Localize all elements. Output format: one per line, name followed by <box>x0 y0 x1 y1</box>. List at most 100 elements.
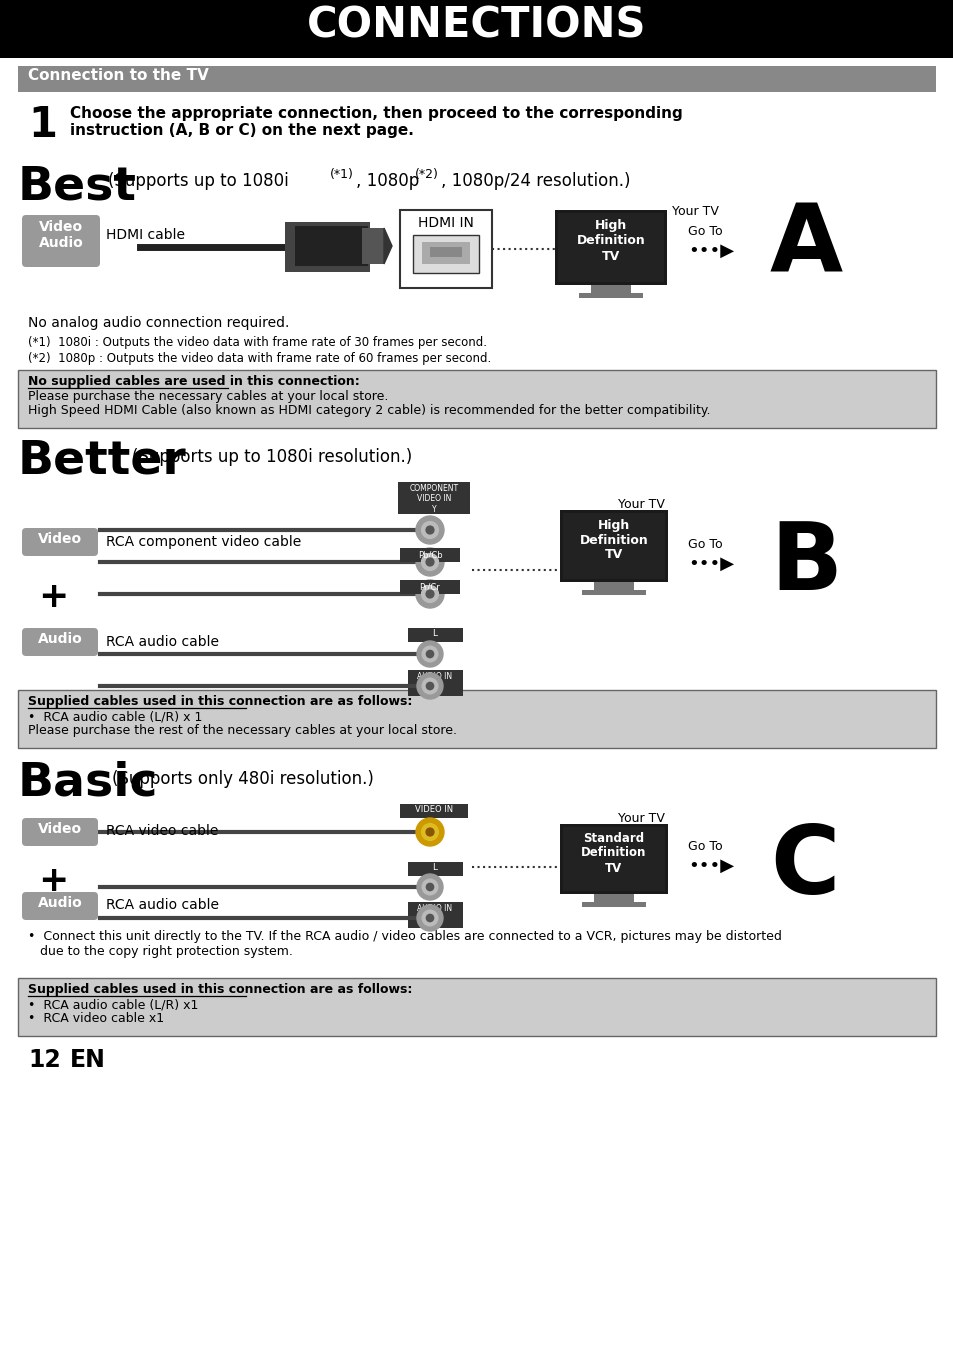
Text: Your TV: Your TV <box>618 811 664 825</box>
Bar <box>399 803 468 818</box>
Text: L: L <box>432 630 437 638</box>
Text: VIDEO IN: VIDEO IN <box>415 805 453 814</box>
Bar <box>408 670 462 696</box>
Circle shape <box>426 914 434 922</box>
Text: 1: 1 <box>28 104 57 146</box>
FancyBboxPatch shape <box>22 628 98 656</box>
Circle shape <box>416 516 443 545</box>
Circle shape <box>416 580 443 608</box>
Circle shape <box>421 585 438 603</box>
Text: HDMI IN: HDMI IN <box>417 216 474 231</box>
Bar <box>413 235 478 274</box>
Text: Your TV: Your TV <box>671 205 719 218</box>
Bar <box>18 690 935 748</box>
Bar <box>594 894 634 902</box>
Text: A: A <box>769 200 842 293</box>
Circle shape <box>422 910 437 926</box>
Bar <box>397 483 470 514</box>
Text: +: + <box>38 580 69 613</box>
FancyBboxPatch shape <box>22 528 98 555</box>
Circle shape <box>426 590 434 599</box>
Text: High
Definition
TV: High Definition TV <box>576 220 644 263</box>
Bar <box>581 902 645 907</box>
Circle shape <box>421 824 438 840</box>
Bar <box>18 66 935 92</box>
Circle shape <box>422 646 437 662</box>
Text: Pb/Cb: Pb/Cb <box>417 550 442 559</box>
Text: Supplied cables used in this connection are as follows:: Supplied cables used in this connection … <box>28 696 412 708</box>
Bar <box>361 228 384 264</box>
Bar <box>285 222 370 272</box>
Bar <box>430 247 461 257</box>
Bar <box>581 590 645 594</box>
Text: Go To: Go To <box>687 538 721 551</box>
Bar <box>594 582 634 590</box>
Text: B: B <box>769 518 841 611</box>
Text: (*1): (*1) <box>330 168 354 181</box>
Circle shape <box>426 650 434 658</box>
Circle shape <box>422 678 437 694</box>
Text: •••▶: •••▶ <box>687 243 734 260</box>
Text: Basic: Basic <box>18 760 158 805</box>
Text: Video: Video <box>38 822 82 836</box>
Text: Standard
Definition
TV: Standard Definition TV <box>580 832 646 875</box>
Bar <box>559 824 667 894</box>
Text: AUDIO IN
R: AUDIO IN R <box>417 905 452 923</box>
Bar <box>18 979 935 1037</box>
Text: , 1080p/24 resolution.): , 1080p/24 resolution.) <box>440 173 630 190</box>
Bar <box>399 580 459 594</box>
Text: Please purchase the rest of the necessary cables at your local store.: Please purchase the rest of the necessar… <box>28 724 456 737</box>
Text: +: + <box>38 864 69 898</box>
Text: (*2): (*2) <box>415 168 438 181</box>
Text: Audio: Audio <box>37 632 82 646</box>
Bar <box>578 293 642 298</box>
FancyBboxPatch shape <box>22 892 98 919</box>
Text: Pr/Cr: Pr/Cr <box>419 582 440 590</box>
Bar <box>562 828 664 891</box>
Text: Audio: Audio <box>37 896 82 910</box>
Text: Please purchase the necessary cables at your local store.: Please purchase the necessary cables at … <box>28 390 388 403</box>
Bar <box>558 213 663 282</box>
Text: Go To: Go To <box>687 840 721 853</box>
Text: •  RCA audio cable (L/R) x1: • RCA audio cable (L/R) x1 <box>28 998 198 1011</box>
Text: Best: Best <box>18 164 137 209</box>
Text: •  Connect this unit directly to the TV. If the RCA audio / video cables are con: • Connect this unit directly to the TV. … <box>28 930 781 958</box>
Text: High
Definition
TV: High Definition TV <box>579 519 648 562</box>
Bar <box>399 210 492 288</box>
Circle shape <box>426 526 434 534</box>
Text: No analog audio connection required.: No analog audio connection required. <box>28 315 289 330</box>
Bar <box>408 902 462 927</box>
Circle shape <box>416 818 443 847</box>
Circle shape <box>416 905 442 931</box>
Bar <box>18 369 935 429</box>
Bar <box>408 861 462 876</box>
Text: RCA video cable: RCA video cable <box>106 824 218 838</box>
Text: (Supports up to 1080i: (Supports up to 1080i <box>108 173 289 190</box>
Bar <box>294 226 368 266</box>
FancyBboxPatch shape <box>22 818 98 847</box>
Text: High Speed HDMI Cable (also known as HDMI category 2 cable) is recommended for t: High Speed HDMI Cable (also known as HDM… <box>28 404 710 417</box>
Bar <box>562 514 664 580</box>
Circle shape <box>422 879 437 895</box>
Bar <box>555 210 666 284</box>
Text: Your TV: Your TV <box>618 497 664 511</box>
Circle shape <box>416 642 442 667</box>
Text: •  RCA video cable x1: • RCA video cable x1 <box>28 1012 164 1024</box>
Circle shape <box>426 682 434 690</box>
Text: (*2)  1080p : Outputs the video data with frame rate of 60 frames per second.: (*2) 1080p : Outputs the video data with… <box>28 352 491 365</box>
Text: (Supports up to 1080i resolution.): (Supports up to 1080i resolution.) <box>132 448 412 466</box>
Text: C: C <box>769 822 839 914</box>
Text: HDMI cable: HDMI cable <box>106 228 185 243</box>
Text: L: L <box>432 863 437 872</box>
Circle shape <box>426 883 434 891</box>
Text: 12: 12 <box>28 1047 61 1072</box>
Text: No supplied cables are used in this connection:: No supplied cables are used in this conn… <box>28 375 359 388</box>
Text: (Supports only 480i resolution.): (Supports only 480i resolution.) <box>112 770 374 789</box>
Bar <box>559 510 667 582</box>
Text: RCA component video cable: RCA component video cable <box>106 535 301 549</box>
Text: EN: EN <box>70 1047 106 1072</box>
Circle shape <box>416 874 442 900</box>
Bar <box>399 549 459 562</box>
Polygon shape <box>384 228 392 264</box>
Text: •••▶: •••▶ <box>687 555 734 573</box>
